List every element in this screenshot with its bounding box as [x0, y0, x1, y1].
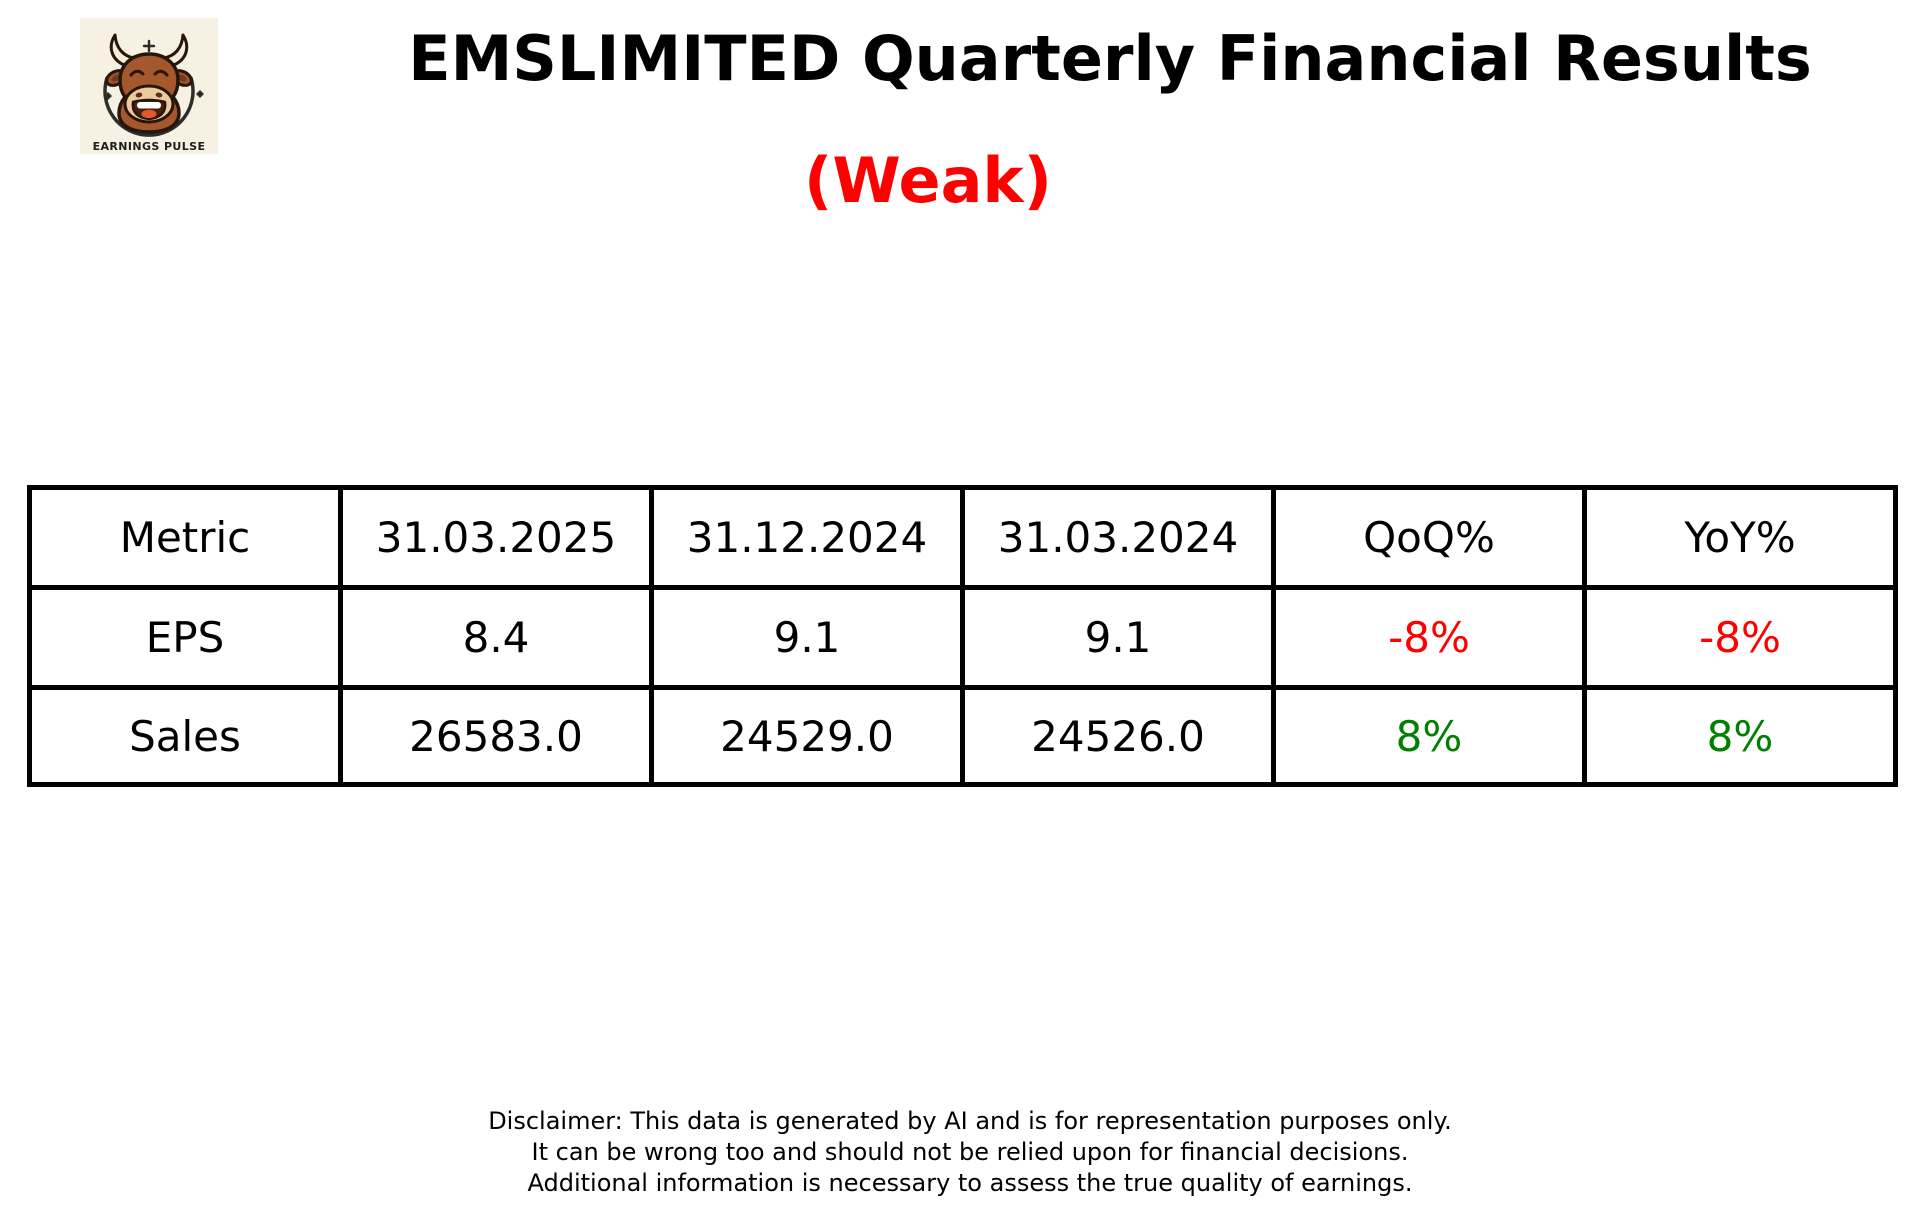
col-header-qoq: QoQ% [1271, 485, 1587, 590]
financials-table: Metric 31.03.2025 31.12.2024 31.03.2024 … [27, 485, 1898, 787]
bull-eyes [129, 69, 169, 77]
value-cell: 9.1 [649, 585, 965, 690]
col-header-yoy: YoY% [1582, 485, 1898, 590]
col-header-period-3: 31.03.2024 [960, 485, 1276, 590]
disclaimer-line: Disclaimer: This data is generated by AI… [488, 1107, 1452, 1135]
sparkle-diamond-right-icon [196, 90, 204, 98]
value-cell: 9.1 [960, 585, 1276, 690]
value-cell: 26583.0 [338, 685, 654, 787]
table-header-row: Metric 31.03.2025 31.12.2024 31.03.2024 … [27, 485, 1898, 590]
logo-circle-arc [103, 76, 195, 137]
qoq-change-cell: 8% [1271, 685, 1587, 787]
bull-nostril-right [155, 92, 163, 98]
earnings-pulse-logo: EARNINGS PULSE [80, 18, 218, 154]
sparkle-plus-icon [142, 39, 156, 53]
col-header-period-1: 31.03.2025 [338, 485, 654, 590]
table-row-sales: Sales 26583.0 24529.0 24526.0 8% 8% [27, 685, 1898, 787]
col-header-metric: Metric [27, 485, 343, 590]
value-cell: 8.4 [338, 585, 654, 690]
value-cell: 24526.0 [960, 685, 1276, 787]
sparkle-diamond-left-icon [104, 92, 112, 100]
value-cell: 24529.0 [649, 685, 965, 787]
bull-nostril-left [135, 92, 143, 98]
col-header-period-2: 31.12.2024 [649, 485, 965, 590]
yoy-change-cell: -8% [1582, 585, 1898, 690]
disclaimer-line: It can be wrong too and should not be re… [531, 1137, 1409, 1166]
disclaimer: Disclaimer: This data is generated by AI… [488, 1106, 1452, 1199]
table-row-eps: EPS 8.4 9.1 9.1 -8% -8% [27, 585, 1898, 690]
metric-name-cell: Sales [27, 685, 343, 787]
page-title: EMSLIMITED Quarterly Financial Results [408, 22, 1812, 95]
logo-caption: EARNINGS PULSE [93, 140, 206, 153]
qoq-change-cell: -8% [1271, 585, 1587, 690]
verdict-label: (Weak) [804, 144, 1052, 217]
disclaimer-line: Additional information is necessary to a… [527, 1168, 1413, 1197]
yoy-change-cell: 8% [1582, 685, 1898, 787]
metric-name-cell: EPS [27, 585, 343, 690]
bull-mouth [131, 98, 167, 121]
